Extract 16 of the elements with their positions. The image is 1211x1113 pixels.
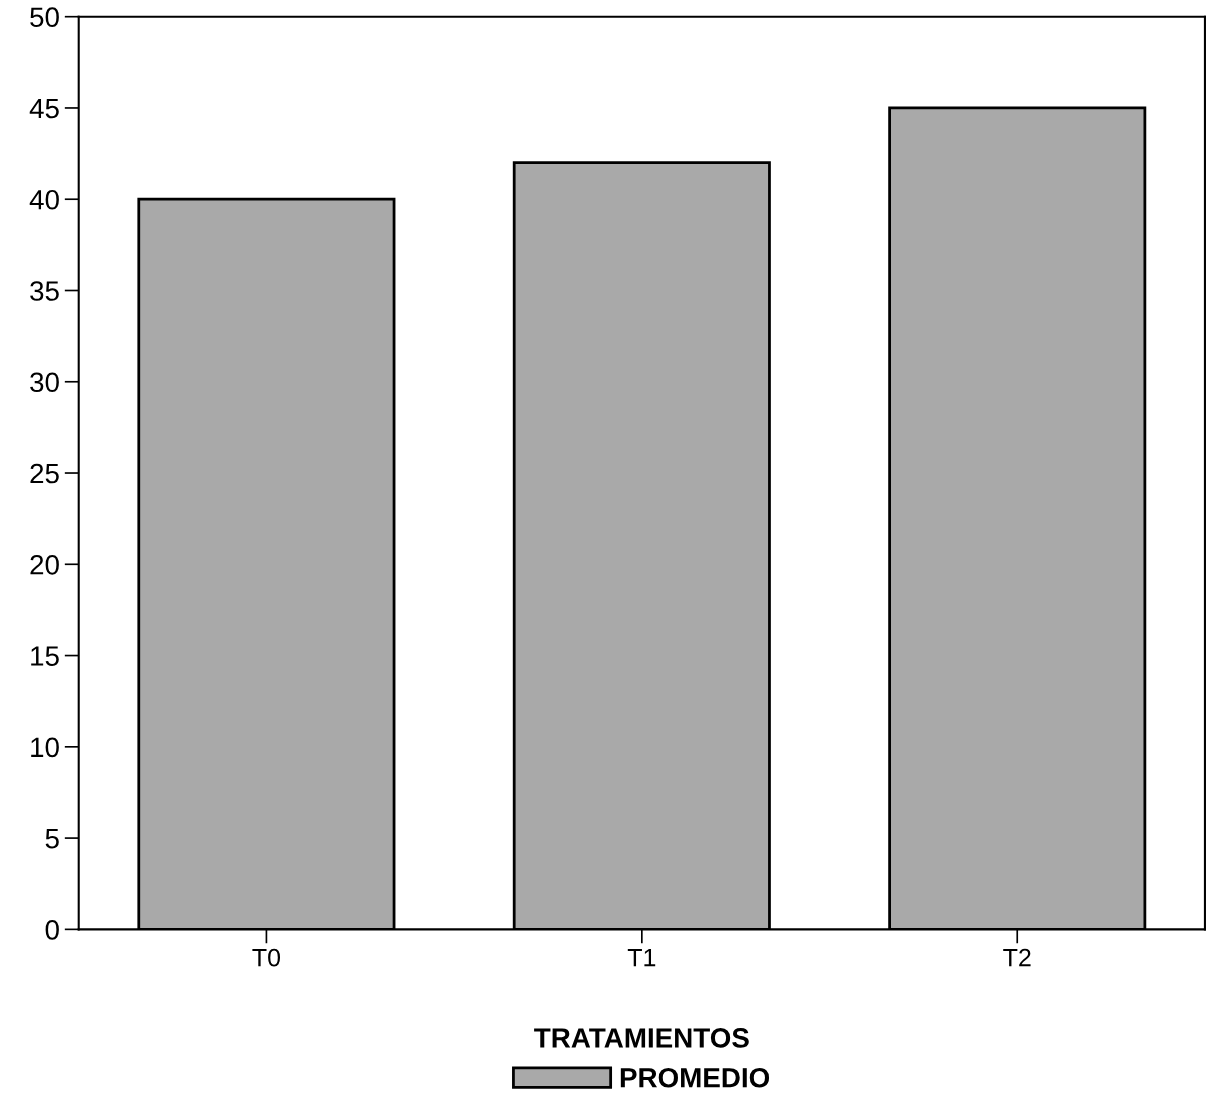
y-tick-label: 20 xyxy=(30,554,59,575)
y-tick-label: 45 xyxy=(29,98,59,119)
y-tick-label: 0 xyxy=(45,920,59,940)
x-tick-label: T1 xyxy=(627,949,656,967)
y-tick-label: 35 xyxy=(30,281,59,301)
x-tick-label: T0 xyxy=(252,948,281,967)
y-tick-label: 40 xyxy=(29,189,59,210)
y-tick-label: 30 xyxy=(30,372,59,393)
legend-title: TRATAMIENTOS xyxy=(534,1028,749,1048)
y-tick-label: 10 xyxy=(31,737,59,758)
y-tick-label: 15 xyxy=(31,646,59,666)
y-tick-label: 50 xyxy=(30,7,59,28)
legend-label: PROMEDIO xyxy=(620,1067,770,1088)
y-tick-label: 5 xyxy=(45,829,59,849)
y-tick-label: 25 xyxy=(30,463,59,484)
x-tick-label: T2 xyxy=(1003,948,1031,967)
